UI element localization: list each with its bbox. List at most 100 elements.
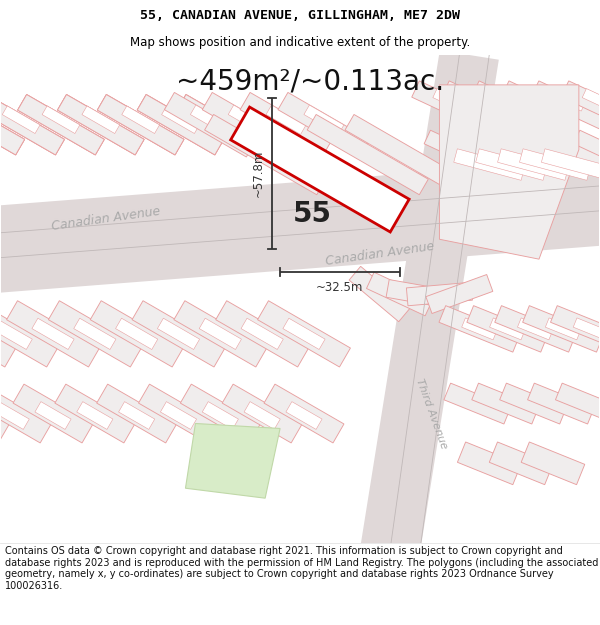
Polygon shape [242,114,364,195]
Polygon shape [561,81,600,129]
Polygon shape [58,94,144,155]
Polygon shape [551,306,600,352]
Polygon shape [32,318,74,349]
Polygon shape [502,81,577,129]
Polygon shape [241,318,283,349]
Polygon shape [439,85,579,259]
Polygon shape [467,306,547,352]
Polygon shape [177,94,263,155]
Polygon shape [541,149,600,180]
Polygon shape [582,89,600,111]
Polygon shape [0,94,25,155]
Polygon shape [7,301,100,367]
Polygon shape [122,106,160,134]
Polygon shape [472,81,547,129]
Polygon shape [97,94,184,155]
Polygon shape [517,318,553,340]
Polygon shape [244,402,280,429]
Polygon shape [307,114,428,195]
Text: Third Avenue: Third Avenue [414,377,449,450]
Polygon shape [0,94,25,155]
Polygon shape [174,301,267,367]
Polygon shape [139,384,218,443]
Polygon shape [531,81,600,129]
Polygon shape [367,272,433,316]
Polygon shape [574,130,600,169]
Polygon shape [82,106,119,134]
Polygon shape [55,384,135,443]
Polygon shape [202,402,238,429]
Polygon shape [222,384,302,443]
Polygon shape [0,157,600,262]
Polygon shape [199,318,241,349]
Polygon shape [489,442,553,484]
Polygon shape [181,384,260,443]
Text: Contains OS data © Crown copyright and database right 2021. This information is : Contains OS data © Crown copyright and d… [5,546,598,591]
Polygon shape [433,89,466,111]
Text: ~32.5m: ~32.5m [316,281,364,294]
Text: ~459m²/~0.113ac.: ~459m²/~0.113ac. [176,68,444,96]
Polygon shape [0,318,32,349]
Polygon shape [161,106,199,134]
Polygon shape [202,106,239,134]
Polygon shape [0,384,10,443]
Polygon shape [17,94,104,155]
Polygon shape [412,81,487,129]
Polygon shape [0,301,16,367]
Text: ~57.8m: ~57.8m [251,150,265,198]
Polygon shape [426,274,493,314]
Polygon shape [556,383,600,424]
Polygon shape [97,94,184,155]
Polygon shape [157,318,200,349]
Polygon shape [386,279,453,309]
Polygon shape [527,383,594,424]
Polygon shape [137,94,224,155]
Polygon shape [553,89,586,111]
Polygon shape [523,89,556,111]
Polygon shape [0,402,29,429]
Polygon shape [2,106,40,134]
Polygon shape [122,106,160,134]
Polygon shape [77,402,113,429]
Polygon shape [90,301,183,367]
Text: Map shows position and indicative extent of the property.: Map shows position and indicative extent… [130,36,470,49]
Polygon shape [42,106,80,134]
Polygon shape [514,130,574,169]
Polygon shape [444,383,511,424]
Polygon shape [484,130,544,169]
Polygon shape [493,89,526,111]
Polygon shape [132,301,225,367]
Polygon shape [42,106,80,134]
Polygon shape [97,94,184,155]
Polygon shape [454,149,524,180]
Polygon shape [13,384,93,443]
Polygon shape [545,318,580,340]
Polygon shape [205,114,326,195]
Polygon shape [495,306,575,352]
Polygon shape [283,318,325,349]
Polygon shape [406,282,472,306]
Polygon shape [160,402,197,429]
Polygon shape [119,402,155,429]
Polygon shape [472,383,539,424]
Polygon shape [2,106,40,134]
Polygon shape [278,92,370,157]
Polygon shape [228,105,268,134]
Polygon shape [257,301,350,367]
Polygon shape [177,94,263,155]
Polygon shape [202,106,239,134]
Text: 55, CANADIAN AVENUE, GILLINGHAM, ME7 2DW: 55, CANADIAN AVENUE, GILLINGHAM, ME7 2DW [140,9,460,22]
Polygon shape [424,130,485,169]
Polygon shape [264,384,344,443]
Polygon shape [490,318,525,340]
Text: Canadian Avenue: Canadian Avenue [50,205,161,233]
Polygon shape [82,106,119,134]
Polygon shape [500,383,566,424]
Polygon shape [82,106,119,134]
Polygon shape [0,301,58,367]
Polygon shape [164,92,256,157]
Polygon shape [2,106,40,134]
Polygon shape [304,105,344,134]
Polygon shape [230,107,409,232]
Polygon shape [0,94,64,155]
